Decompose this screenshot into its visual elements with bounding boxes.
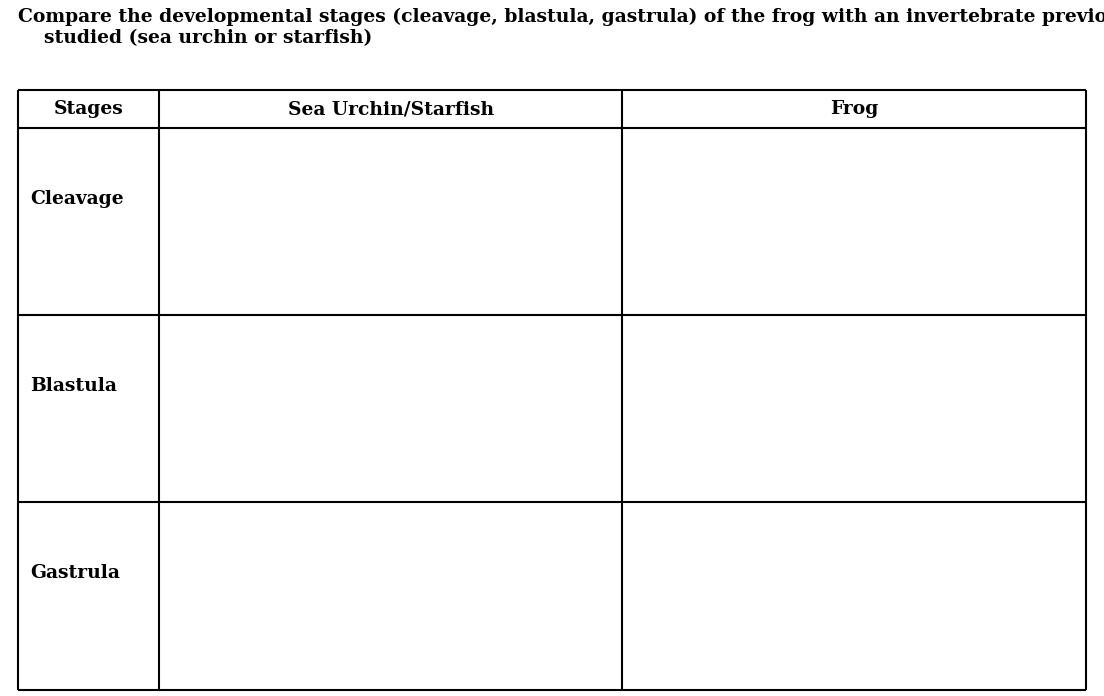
Text: Compare the developmental stages (cleavage, blastula, gastrula) of the frog with: Compare the developmental stages (cleava… [18,8,1104,47]
Text: Cleavage: Cleavage [30,190,124,208]
Text: Gastrula: Gastrula [30,564,120,583]
Text: Blastula: Blastula [30,377,117,395]
Text: Stages: Stages [54,100,124,118]
Text: Sea Urchin/Starfish: Sea Urchin/Starfish [288,100,493,118]
Text: Frog: Frog [830,100,879,118]
